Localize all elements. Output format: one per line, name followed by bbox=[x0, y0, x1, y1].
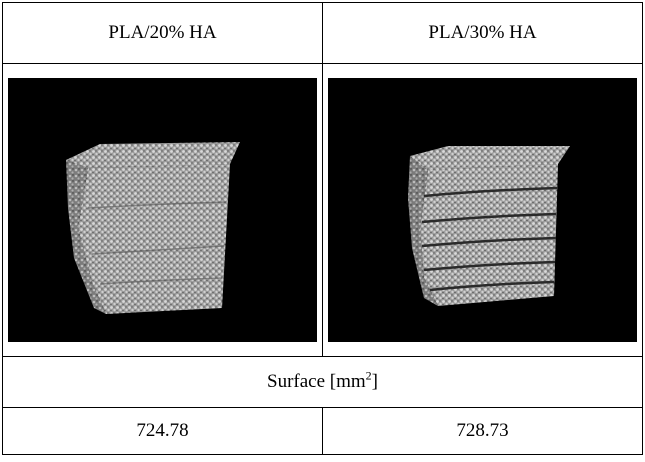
measure-label-row: Surface [mm2] bbox=[2, 356, 643, 408]
image-row bbox=[2, 63, 643, 357]
scaffold-image-pla20 bbox=[8, 78, 317, 342]
surface-value-pla20: 724.78 bbox=[2, 407, 323, 455]
results-table: PLA/20% HA PLA/30% HA bbox=[2, 2, 643, 455]
surface-value-pla30: 728.73 bbox=[322, 407, 643, 455]
scaffold-image-pla30 bbox=[328, 78, 637, 342]
surface-label-end: ] bbox=[371, 371, 378, 392]
surface-unit-exponent: 2 bbox=[365, 368, 372, 383]
value-row: 724.78 728.73 bbox=[2, 407, 643, 455]
scaffold-render-pla20 bbox=[66, 142, 240, 314]
image-cell-pla20 bbox=[2, 63, 323, 357]
surface-label-text: Surface [mm bbox=[267, 371, 366, 392]
surface-label: Surface [mm2] bbox=[2, 356, 643, 408]
header-row: PLA/20% HA PLA/30% HA bbox=[2, 2, 643, 64]
image-cell-pla30 bbox=[322, 63, 643, 357]
header-cell-pla30: PLA/30% HA bbox=[322, 2, 643, 64]
header-cell-pla20: PLA/20% HA bbox=[2, 2, 323, 64]
scaffold-render-pla30 bbox=[408, 146, 570, 306]
